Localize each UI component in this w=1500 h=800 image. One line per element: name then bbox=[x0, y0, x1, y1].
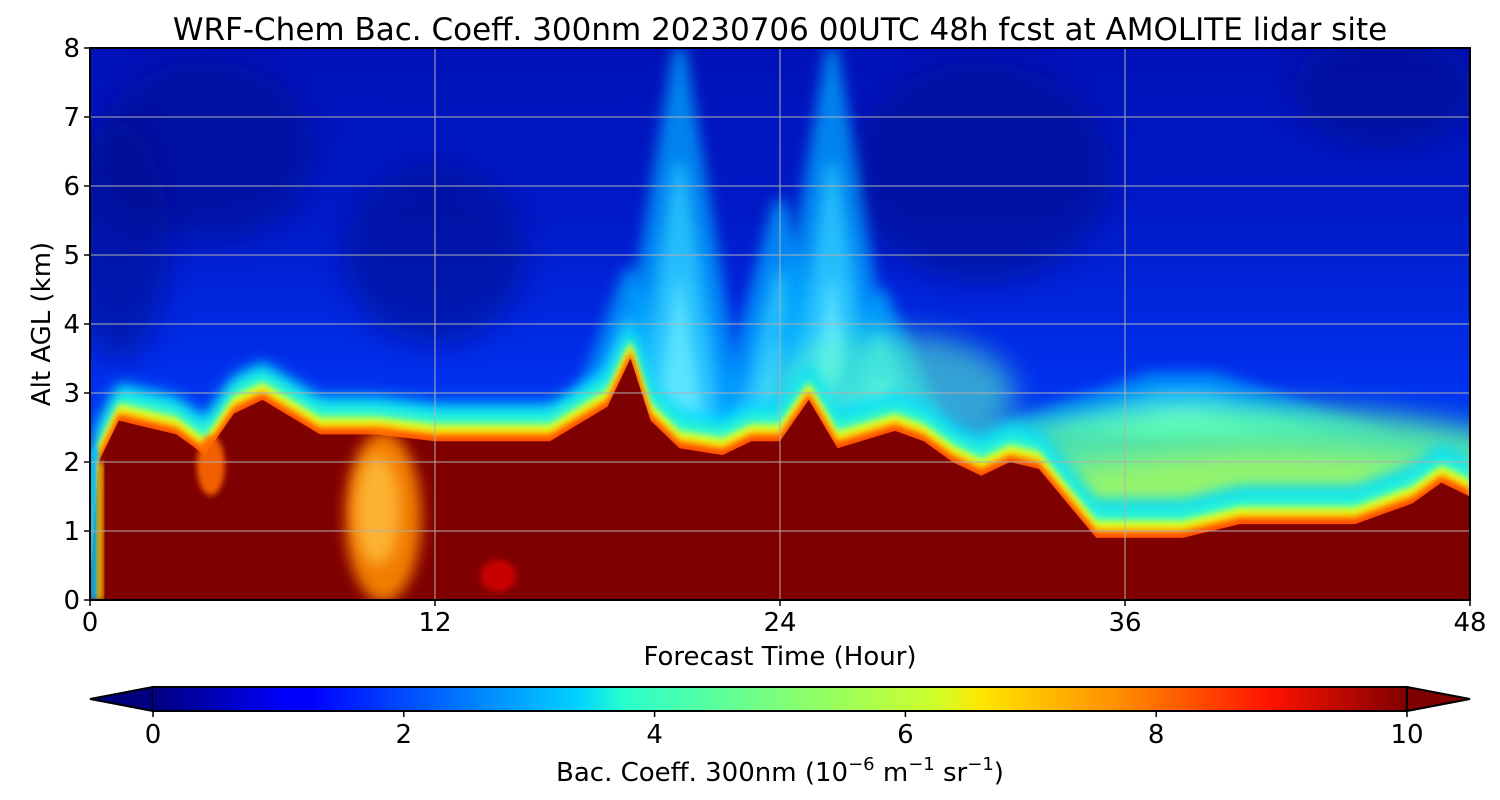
colorbar-tick-label: 6 bbox=[897, 720, 914, 750]
pocket bbox=[480, 559, 517, 592]
colorbar-label-mid: m bbox=[875, 758, 909, 788]
colorbar-tick-label: 0 bbox=[145, 720, 162, 750]
colorbar-label-exp2: −1 bbox=[908, 754, 935, 775]
y-tick-label: 5 bbox=[63, 241, 80, 271]
colorbar-ticks: 0 2 4 6 8 10 bbox=[145, 711, 1424, 750]
low-value-patch bbox=[851, 62, 1112, 283]
y-tick-label: 2 bbox=[63, 448, 80, 478]
colorbar-label-mid2: sr bbox=[935, 758, 968, 788]
surface-column bbox=[90, 448, 98, 600]
y-axis-label: Alt AGL (km) bbox=[27, 242, 57, 406]
colorbar-label-exp1: −6 bbox=[848, 754, 875, 775]
colorbar-extend-min bbox=[89, 685, 154, 713]
colorbar-tick-label: 8 bbox=[1148, 720, 1165, 750]
colorbar: 0 2 4 6 8 10 Bac. Coeff. 300nm (10−6 m−1 sr−1… bbox=[89, 685, 1471, 788]
colorbar-gradient bbox=[153, 687, 1407, 711]
y-tick-label: 7 bbox=[63, 103, 80, 133]
colorbar-extend-max bbox=[1406, 685, 1471, 713]
low-value-patch bbox=[90, 121, 169, 362]
x-tick-label: 24 bbox=[763, 608, 796, 638]
x-tick-label: 12 bbox=[418, 608, 451, 638]
colorbar-label: Bac. Coeff. 300nm (10−6 m−1 sr−1) bbox=[556, 754, 1004, 788]
y-axis-ticks: 0 1 2 3 4 5 6 7 8 bbox=[63, 34, 90, 616]
colorbar-label-main: Bac. Coeff. 300nm (10 bbox=[556, 758, 848, 788]
colorbar-label-end: ) bbox=[994, 758, 1004, 788]
colorbar-label-exp3: −1 bbox=[967, 754, 994, 775]
y-tick-label: 3 bbox=[63, 379, 80, 409]
pocket bbox=[196, 435, 225, 496]
x-axis-ticks: 0 12 24 36 48 bbox=[82, 600, 1487, 638]
colorbar-tick-label: 10 bbox=[1390, 720, 1423, 750]
x-tick-label: 0 bbox=[82, 608, 99, 638]
y-tick-label: 4 bbox=[63, 310, 80, 340]
gridlines bbox=[90, 48, 1470, 600]
y-tick-label: 8 bbox=[63, 34, 80, 64]
y-tick-label: 6 bbox=[63, 172, 80, 202]
y-tick-label: 1 bbox=[63, 517, 80, 547]
x-tick-label: 36 bbox=[1108, 608, 1141, 638]
x-axis-label: Forecast Time (Hour) bbox=[643, 642, 916, 672]
colorbar-tick-label: 4 bbox=[646, 720, 663, 750]
pocket bbox=[355, 455, 400, 566]
y-tick-label: 0 bbox=[63, 586, 80, 616]
low-value-patch bbox=[1293, 48, 1470, 150]
plot-field bbox=[90, 48, 1470, 600]
colorbar-tick-label: 2 bbox=[396, 720, 413, 750]
x-tick-label: 48 bbox=[1453, 608, 1486, 638]
plume bbox=[652, 279, 707, 435]
chart-title: WRF-Chem Bac. Coeff. 300nm 20230706 00UT… bbox=[173, 12, 1387, 48]
